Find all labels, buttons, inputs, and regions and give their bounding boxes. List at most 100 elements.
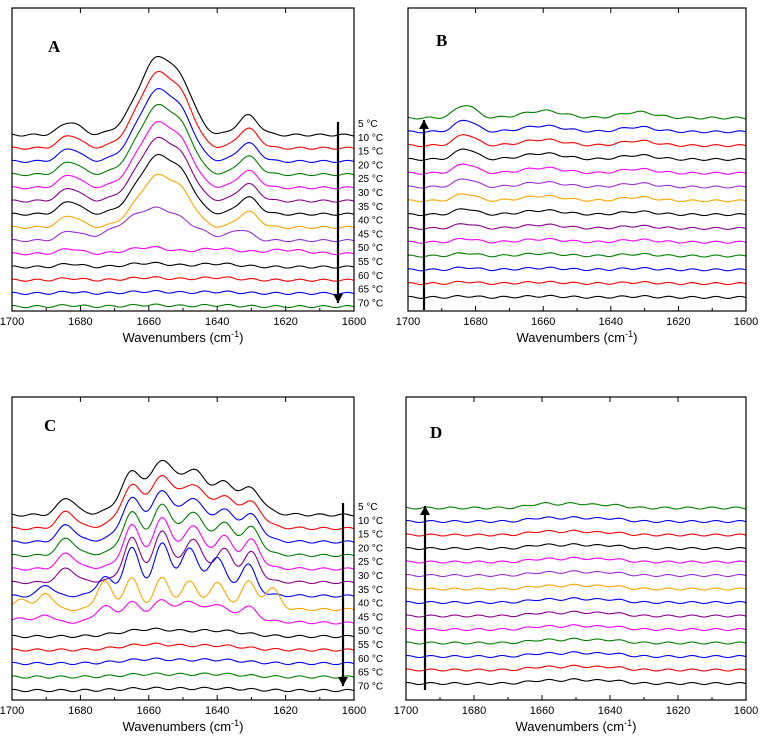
spectrum-line-25c <box>408 163 746 175</box>
spectrum-line-20c <box>12 103 354 177</box>
panel-letter: A <box>48 37 61 56</box>
spectrum-line-20c <box>406 543 746 551</box>
spectrum-line-60c <box>406 651 746 659</box>
trend-arrow-head <box>420 506 430 515</box>
temperature-label: 5 °C <box>358 119 378 130</box>
x-tick-label: 1620 <box>273 316 297 328</box>
temperature-label: 55 °C <box>358 257 383 268</box>
spectrum-line-40c <box>12 173 354 229</box>
spectrum-line-50c <box>12 246 354 256</box>
spectrum-line-50c <box>12 627 354 639</box>
trend-arrow-head <box>333 294 343 303</box>
panel-c: 1700 1680 1660 1640 1620 1600 Wavenumbers (cm-… <box>0 396 383 734</box>
spectrum-line-40c <box>408 208 746 217</box>
x-tick-label: 1640 <box>205 705 229 717</box>
spectrum-line-10c <box>12 70 354 150</box>
spectrum-line-55c <box>12 642 354 652</box>
spectrum-line-45c <box>12 599 354 625</box>
spectrum-line-70c <box>406 678 746 686</box>
temperature-label: 25 °C <box>358 557 383 568</box>
spectrum-line-10c <box>408 119 746 134</box>
x-tick-label: 1620 <box>666 705 690 717</box>
temperature-label: 20 °C <box>358 160 383 171</box>
spectrum-line-35c <box>406 583 746 591</box>
spectrum-line-25c <box>12 516 354 571</box>
spectrum-line-35c <box>12 153 354 216</box>
temperature-label: 35 °C <box>358 585 383 596</box>
panel-b: 1700 1680 1660 1640 1620 1600 Wavenumbers (cm-… <box>396 7 758 345</box>
x-tick-label: 1600 <box>342 316 366 328</box>
spectrum-line-5c <box>406 502 746 510</box>
x-axis-label: Wavenumbers (cm-1) <box>516 718 637 734</box>
x-tick-label: 1680 <box>462 705 486 717</box>
spectrum-line-20c <box>408 148 746 161</box>
x-axis-label: Wavenumbers (cm-1) <box>517 329 638 345</box>
temperature-label: 40 °C <box>358 599 383 610</box>
x-tick-label: 1700 <box>396 316 420 328</box>
spectrum-line-65c <box>12 672 354 679</box>
temperature-label: 25 °C <box>358 174 383 185</box>
temperature-label: 50 °C <box>358 626 383 637</box>
x-tick-label: 1640 <box>598 705 622 717</box>
plot-frame <box>11 7 355 312</box>
spectrum-line-70c <box>12 303 354 309</box>
temperature-label: 50 °C <box>358 243 383 254</box>
x-axis-label: Wavenumbers (cm-1) <box>123 329 244 345</box>
spectrum-line-5c <box>12 459 354 517</box>
temperature-label: 70 °C <box>358 298 383 309</box>
x-tick-label: 1600 <box>734 705 758 717</box>
spectrum-line-55c <box>406 637 746 645</box>
x-tick-label: 1700 <box>394 705 418 717</box>
spectrum-line-10c <box>12 474 354 531</box>
x-tick-label: 1680 <box>68 705 92 717</box>
plot-frame <box>405 396 747 701</box>
x-tick-label: 1700 <box>0 705 24 717</box>
x-tick-label: 1600 <box>342 705 366 717</box>
spectrum-line-70c <box>408 294 746 299</box>
x-tick-label: 1620 <box>273 705 297 717</box>
spectrum-line-55c <box>408 252 746 258</box>
spectrum-line-5c <box>12 56 354 137</box>
spectrum-line-55c <box>12 261 354 269</box>
x-tick-label: 1600 <box>734 316 758 328</box>
spectrum-line-60c <box>408 266 746 272</box>
temperature-label: 65 °C <box>358 285 383 296</box>
panel-a: 1700 1680 1660 1640 1620 1600 Wavenumbers (cm-… <box>0 7 383 345</box>
spectrum-line-50c <box>408 237 746 244</box>
spectrum-line-45c <box>406 610 746 618</box>
temperature-label: 5 °C <box>358 502 378 513</box>
spectrum-line-45c <box>408 223 746 230</box>
temperature-label: 10 °C <box>358 133 383 144</box>
temperature-label: 65 °C <box>358 668 383 679</box>
plot-frame <box>11 396 355 701</box>
temperature-label: 70 °C <box>358 681 383 692</box>
spectrum-line-60c <box>12 276 354 282</box>
x-tick-label: 1660 <box>531 316 555 328</box>
temperature-label: 45 °C <box>358 229 383 240</box>
temperature-label: 15 °C <box>358 530 383 541</box>
spectrum-line-20c <box>12 503 354 558</box>
x-tick-label: 1660 <box>137 705 161 717</box>
spectrum-line-30c <box>12 530 354 585</box>
temperature-label: 40 °C <box>358 216 383 227</box>
spectrum-line-35c <box>12 542 354 598</box>
temperature-label: 45 °C <box>358 612 383 623</box>
temperature-label: 60 °C <box>358 271 383 282</box>
spectrum-line-10c <box>406 516 746 524</box>
x-tick-label: 1680 <box>463 316 487 328</box>
x-tick-label: 1700 <box>0 316 24 328</box>
spectra-group <box>406 502 746 686</box>
x-tick-label: 1680 <box>68 316 92 328</box>
spectrum-line-65c <box>406 664 746 672</box>
temperature-label: 30 °C <box>358 571 383 582</box>
spectrum-line-70c <box>12 686 354 693</box>
spectrum-line-15c <box>406 529 746 537</box>
spectrum-line-50c <box>406 624 746 632</box>
panel-letter: D <box>430 423 442 442</box>
spectrum-line-45c <box>12 206 354 243</box>
panel-letter: C <box>44 416 56 435</box>
trend-arrow-head <box>419 120 429 129</box>
plot-frame <box>407 7 747 312</box>
temperature-label: 30 °C <box>358 188 383 199</box>
